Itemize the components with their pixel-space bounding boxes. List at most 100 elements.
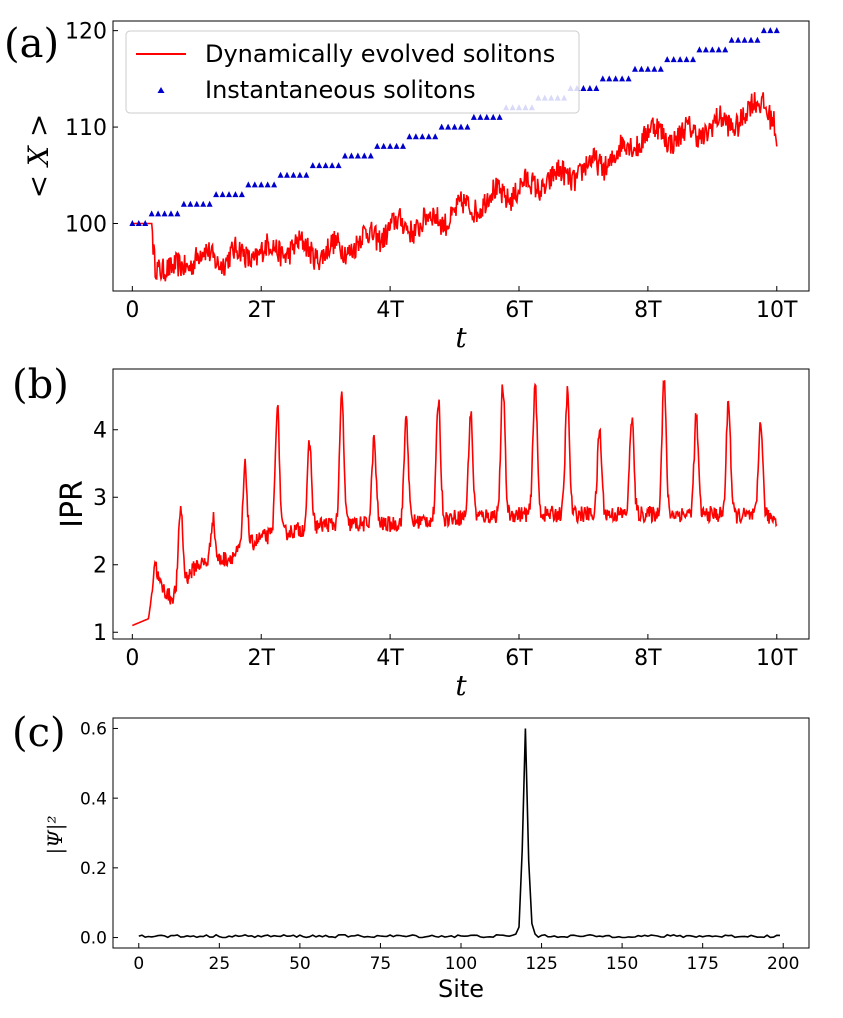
y-tick-label: 0.4 <box>80 789 107 809</box>
instantaneous-soliton-point <box>619 75 626 82</box>
panel-a-tag: (a) <box>4 21 59 67</box>
y-tick-label: 120 <box>65 20 107 45</box>
y-tick-label: 1 <box>93 621 107 646</box>
instantaneous-soliton-point <box>226 191 232 198</box>
instantaneous-soliton-point <box>335 162 342 169</box>
instantaneous-soliton-point <box>284 171 290 178</box>
instantaneous-soliton-point <box>271 181 278 188</box>
instantaneous-soliton-point <box>187 200 194 207</box>
x-tick-label: 0 <box>125 646 139 671</box>
instantaneous-soliton-point <box>464 123 471 130</box>
ipr-line <box>131 379 778 627</box>
instantaneous-soliton-point <box>709 46 716 53</box>
panel-b-y-ticks: 1 2 3 4 <box>93 419 118 646</box>
instantaneous-soliton-point <box>380 142 387 149</box>
instantaneous-soliton-point <box>728 36 735 43</box>
y-tick-label: 110 <box>65 116 107 141</box>
x-tick-label: 100 <box>445 954 477 974</box>
instantaneous-soliton-point <box>458 123 464 130</box>
instantaneous-soliton-point <box>593 85 600 91</box>
instantaneous-soliton-point <box>644 65 651 72</box>
instantaneous-soliton-point <box>748 36 754 43</box>
instantaneous-soliton-point <box>322 162 329 169</box>
instantaneous-soliton-point <box>657 65 664 72</box>
instantaneous-soliton-point <box>406 133 413 140</box>
instantaneous-soliton-point <box>670 56 677 63</box>
instantaneous-soliton-point <box>238 191 245 198</box>
instantaneous-soliton-point <box>715 46 722 53</box>
instantaneous-soliton-point <box>606 75 613 82</box>
instantaneous-soliton-point <box>296 171 303 178</box>
instantaneous-soliton-point <box>741 36 748 43</box>
panel-b-x-ticks: 0 2T 4T 6T 8T 10T <box>125 634 798 671</box>
instantaneous-soliton-point <box>200 200 207 207</box>
instantaneous-soliton-point <box>148 210 155 217</box>
instantaneous-soliton-point <box>387 142 394 149</box>
instantaneous-soliton-point <box>316 162 323 169</box>
instantaneous-soliton-point <box>760 27 767 34</box>
instantaneous-soliton-point <box>193 200 200 207</box>
panel-c-xlabel: Site <box>438 975 484 1003</box>
instantaneous-soliton-point <box>490 113 497 120</box>
x-tick-label: 25 <box>209 954 231 974</box>
instantaneous-soliton-point <box>180 200 187 207</box>
instantaneous-soliton-point <box>690 56 696 63</box>
panel-c-series <box>138 728 781 939</box>
x-tick-label: 8T <box>634 646 662 671</box>
instantaneous-soliton-point <box>580 85 587 91</box>
panel-b-series <box>131 379 778 627</box>
instantaneous-soliton-point <box>374 142 381 149</box>
instantaneous-soliton-point <box>445 123 452 130</box>
instantaneous-soliton-point <box>632 65 638 72</box>
instantaneous-soliton-point <box>451 123 458 130</box>
y-tick-label: 0.6 <box>80 720 107 740</box>
instantaneous-soliton-point <box>425 133 432 140</box>
instantaneous-soliton-point <box>696 46 703 53</box>
legend-box <box>125 30 580 114</box>
instantaneous-soliton-point <box>142 220 149 226</box>
instantaneous-soliton-point <box>638 65 645 72</box>
instantaneous-soliton-point <box>722 46 729 53</box>
x-tick-label: 150 <box>606 954 638 974</box>
instantaneous-soliton-point <box>477 113 484 120</box>
panel-a-legend: Dynamically evolved solitons Instantaneo… <box>125 30 580 114</box>
instantaneous-soliton-point <box>245 181 252 188</box>
x-tick-label: 6T <box>505 646 533 671</box>
x-tick-label: 125 <box>525 954 557 974</box>
instantaneous-soliton-point <box>496 113 503 120</box>
instantaneous-soliton-point <box>135 220 142 226</box>
instantaneous-soliton-point <box>348 152 355 159</box>
y-tick-label: 0.0 <box>80 929 107 949</box>
instantaneous-soliton-point <box>393 142 400 149</box>
instantaneous-soliton-point <box>664 56 671 63</box>
panel-a-x-ticks: 0 2T 4T 6T 8T 10T <box>125 286 798 323</box>
panel-c-frame <box>112 717 810 949</box>
instantaneous-soliton-point <box>251 181 258 188</box>
instantaneous-soliton-point <box>303 171 310 178</box>
instantaneous-soliton-point <box>174 210 181 217</box>
x-tick-label: 10T <box>756 646 798 671</box>
instantaneous-soliton-point <box>470 113 477 120</box>
y-tick-label: 3 <box>93 486 107 511</box>
instantaneous-soliton-point <box>412 133 419 140</box>
instantaneous-soliton-point <box>342 152 348 159</box>
instantaneous-soliton-point <box>161 210 168 217</box>
instantaneous-soliton-point <box>612 75 619 82</box>
legend-triangle-marker <box>157 87 165 93</box>
legend-entry-dynamic: Dynamically evolved solitons <box>205 40 555 68</box>
instantaneous-soliton-point <box>773 27 780 34</box>
panel-c-tag: (c) <box>12 710 66 756</box>
x-tick-label: 10T <box>756 298 798 323</box>
instantaneous-soliton-point <box>438 123 445 130</box>
panel-b-ylabel: IPR <box>55 480 90 528</box>
instantaneous-soliton-point <box>419 133 426 140</box>
instantaneous-soliton-point <box>767 27 774 34</box>
instantaneous-soliton-point <box>354 152 361 159</box>
panel-c-ylabel: |Ψ|² <box>43 815 68 854</box>
panel-a-y-ticks: 100 110 120 <box>65 20 118 237</box>
instantaneous-soliton-point <box>432 133 439 140</box>
instantaneous-soliton-point <box>683 56 690 63</box>
panel-b-tag: (b) <box>12 362 69 408</box>
y-tick-label: 2 <box>93 554 107 579</box>
